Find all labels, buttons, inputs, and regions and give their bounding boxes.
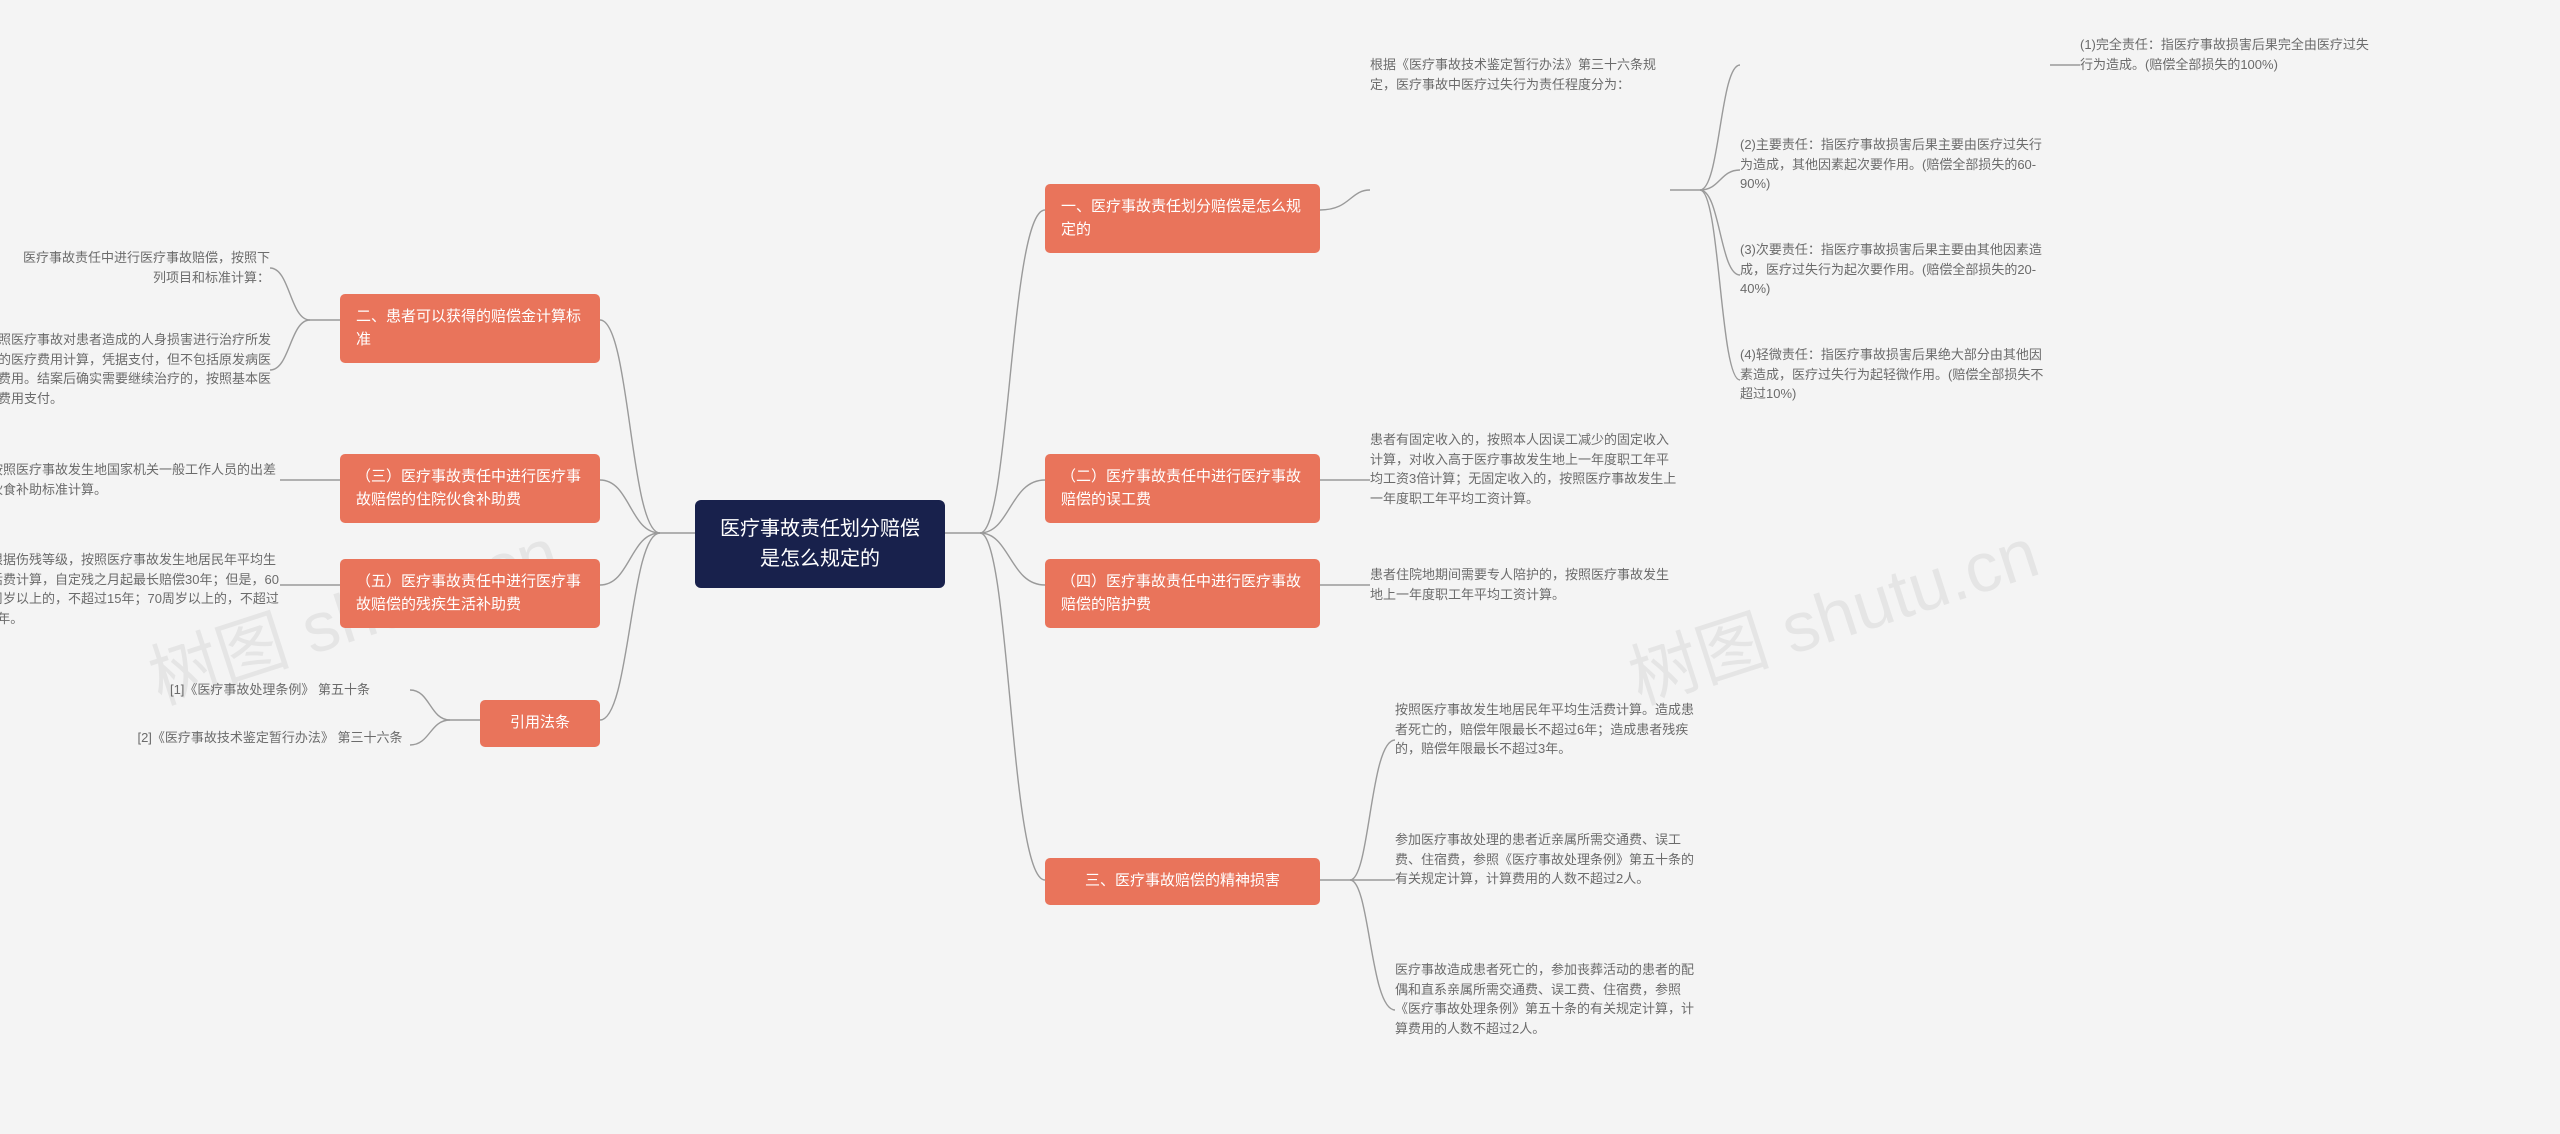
right-b2-leaf-text: 患者有固定收入的，按照本人因误工减少的固定收入计算，对收入高于医疗事故发生地上一… bbox=[1370, 430, 1680, 508]
left-b1-c2: 按照医疗事故对患者造成的人身损害进行治疗所发生的医疗费用计算，凭据支付，但不包括… bbox=[0, 330, 275, 408]
left-b2-label: （三）医疗事故责任中进行医疗事故赔偿的住院伙食补助费 bbox=[356, 466, 584, 511]
left-b3-leaf: 根据伤残等级，按照医疗事故发生地居民年平均生活费计算，自定残之月起最长赔偿30年… bbox=[0, 550, 280, 628]
left-b4-l1-text: [1]《医疗事故处理条例》 第五十条 bbox=[170, 680, 370, 700]
right-b4-l3: 医疗事故造成患者死亡的，参加丧葬活动的患者的配偶和直系亲属所需交通费、误工费、住… bbox=[1395, 960, 1705, 1038]
left-b3-leaf-text: 根据伤残等级，按照医疗事故发生地居民年平均生活费计算，自定残之月起最长赔偿30年… bbox=[0, 550, 280, 628]
left-b4-l1: [1]《医疗事故处理条例》 第五十条 bbox=[130, 680, 410, 700]
left-b4: 引用法条 bbox=[480, 700, 600, 747]
right-b2-label: （二）医疗事故责任中进行医疗事故赔偿的误工费 bbox=[1061, 466, 1304, 511]
right-b1: 一、医疗事故责任划分赔偿是怎么规定的 bbox=[1045, 184, 1320, 253]
right-b1-c1-d2-text: (2)主要责任：指医疗事故损害后果主要由医疗过失行为造成，其他因素起次要作用。(… bbox=[1740, 135, 2050, 194]
right-b2-leaf: 患者有固定收入的，按照本人因误工减少的固定收入计算，对收入高于医疗事故发生地上一… bbox=[1370, 430, 1680, 508]
right-b1-c1-d4: (4)轻微责任：指医疗事故损害后果绝大部分由其他因素造成，医疗过失行为起轻微作用… bbox=[1740, 345, 2050, 404]
left-b2: （三）医疗事故责任中进行医疗事故赔偿的住院伙食补助费 bbox=[340, 454, 600, 523]
watermark: 树图 shutu.cn bbox=[1615, 497, 2050, 724]
left-b3: （五）医疗事故责任中进行医疗事故赔偿的残疾生活补助费 bbox=[340, 559, 600, 628]
left-b2-leaf: 按照医疗事故发生地国家机关一般工作人员的出差伙食补助标准计算。 bbox=[0, 460, 280, 499]
right-b4-l3-text: 医疗事故造成患者死亡的，参加丧葬活动的患者的配偶和直系亲属所需交通费、误工费、住… bbox=[1395, 960, 1705, 1038]
left-b4-l2: [2]《医疗事故技术鉴定暂行办法》 第三十六条 bbox=[130, 728, 410, 748]
right-b1-c1-d4-text: (4)轻微责任：指医疗事故损害后果绝大部分由其他因素造成，医疗过失行为起轻微作用… bbox=[1740, 345, 2050, 404]
root-label: 医疗事故责任划分赔偿是怎么规定的 bbox=[715, 514, 925, 574]
right-b1-c1-d1b: (1)完全责任：指医疗事故损害后果完全由医疗过失行为造成。(赔偿全部损失的100… bbox=[2080, 35, 2380, 74]
right-b2: （二）医疗事故责任中进行医疗事故赔偿的误工费 bbox=[1045, 454, 1320, 523]
right-b1-c1-label: 根据《医疗事故技术鉴定暂行办法》第三十六条规定，医疗事故中医疗过失行为责任程度分… bbox=[1370, 55, 1670, 94]
left-b3-label: （五）医疗事故责任中进行医疗事故赔偿的残疾生活补助费 bbox=[356, 571, 584, 616]
right-b3-label: （四）医疗事故责任中进行医疗事故赔偿的陪护费 bbox=[1061, 571, 1304, 616]
right-b1-c1: 根据《医疗事故技术鉴定暂行办法》第三十六条规定，医疗事故中医疗过失行为责任程度分… bbox=[1370, 55, 1670, 94]
right-b1-c1-d1-text: (1)完全责任：指医疗事故损害后果完全由医疗过失行为造成。(赔偿全部损失的100… bbox=[2080, 35, 2380, 74]
right-b1-c1-d3-text: (3)次要责任：指医疗事故损害后果主要由其他因素造成，医疗过失行为起次要作用。(… bbox=[1740, 240, 2050, 299]
left-b1-c2-text: 按照医疗事故对患者造成的人身损害进行治疗所发生的医疗费用计算，凭据支付，但不包括… bbox=[0, 330, 275, 408]
right-b4: 三、医疗事故赔偿的精神损害 bbox=[1045, 858, 1320, 905]
right-b3: （四）医疗事故责任中进行医疗事故赔偿的陪护费 bbox=[1045, 559, 1320, 628]
right-b1-c1-d1: (2)主要责任：指医疗事故损害后果主要由医疗过失行为造成，其他因素起次要作用。(… bbox=[1740, 135, 2050, 194]
right-b4-l2-text: 参加医疗事故处理的患者近亲属所需交通费、误工费、住宿费，参照《医疗事故处理条例》… bbox=[1395, 830, 1705, 889]
right-b4-l1-text: 按照医疗事故发生地居民年平均生活费计算。造成患者死亡的，赔偿年限最长不超过6年；… bbox=[1395, 700, 1705, 759]
left-b4-l2-text: [2]《医疗事故技术鉴定暂行办法》 第三十六条 bbox=[137, 728, 402, 748]
left-b1-c1: 医疗事故责任中进行医疗事故赔偿，按照下列项目和标准计算： bbox=[20, 248, 270, 287]
right-b4-l1: 按照医疗事故发生地居民年平均生活费计算。造成患者死亡的，赔偿年限最长不超过6年；… bbox=[1395, 700, 1705, 759]
left-b2-leaf-text: 按照医疗事故发生地国家机关一般工作人员的出差伙食补助标准计算。 bbox=[0, 460, 280, 499]
right-b3-leaf: 患者住院地期间需要专人陪护的，按照医疗事故发生地上一年度职工年平均工资计算。 bbox=[1370, 565, 1680, 604]
right-b4-label: 三、医疗事故赔偿的精神损害 bbox=[1085, 870, 1280, 893]
root-node: 医疗事故责任划分赔偿是怎么规定的 bbox=[695, 500, 945, 588]
right-b1-label: 一、医疗事故责任划分赔偿是怎么规定的 bbox=[1061, 196, 1304, 241]
right-b4-l2: 参加医疗事故处理的患者近亲属所需交通费、误工费、住宿费，参照《医疗事故处理条例》… bbox=[1395, 830, 1705, 889]
left-b1-label: 二、患者可以获得的赔偿金计算标准 bbox=[356, 306, 584, 351]
left-b1: 二、患者可以获得的赔偿金计算标准 bbox=[340, 294, 600, 363]
right-b1-c1-d3: (3)次要责任：指医疗事故损害后果主要由其他因素造成，医疗过失行为起次要作用。(… bbox=[1740, 240, 2050, 299]
right-b3-leaf-text: 患者住院地期间需要专人陪护的，按照医疗事故发生地上一年度职工年平均工资计算。 bbox=[1370, 565, 1680, 604]
left-b1-c1-text: 医疗事故责任中进行医疗事故赔偿，按照下列项目和标准计算： bbox=[20, 248, 270, 287]
left-b4-label: 引用法条 bbox=[510, 712, 570, 735]
